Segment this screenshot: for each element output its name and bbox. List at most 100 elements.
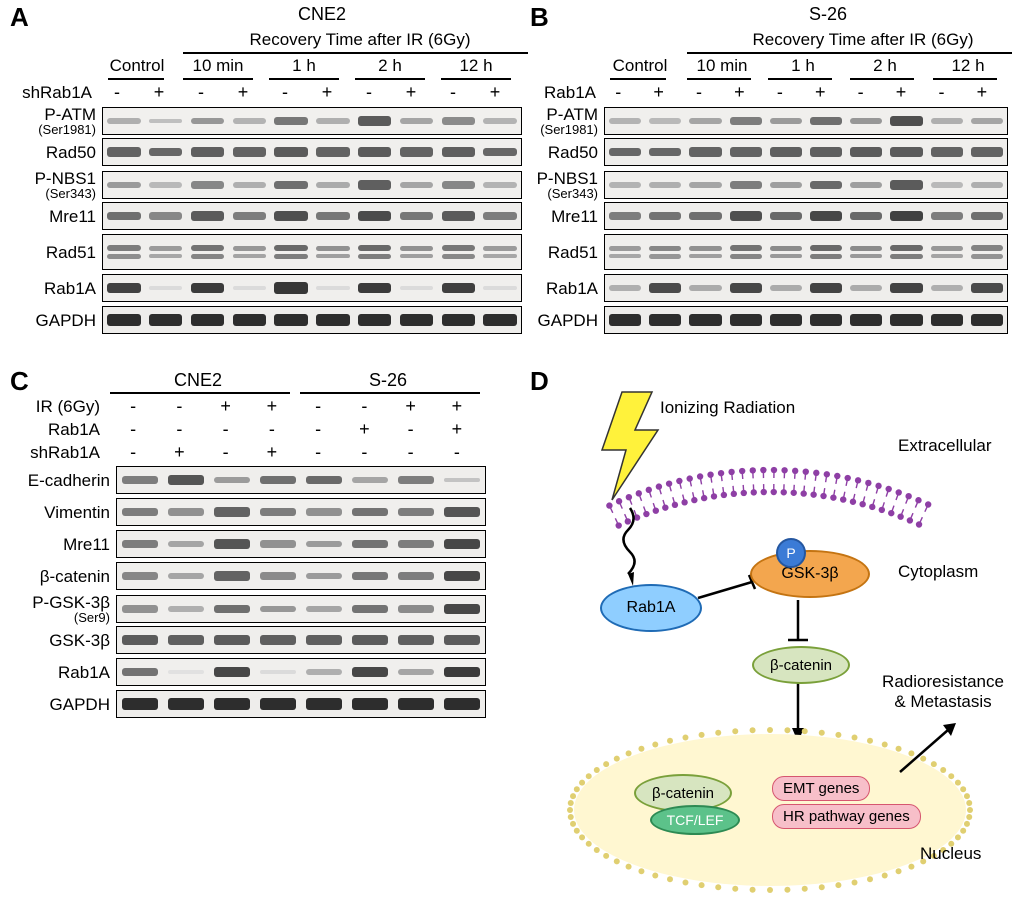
extracellular-label: Extracellular — [898, 436, 992, 456]
blot-row: P-GSK-3β(Ser9) — [10, 594, 486, 624]
blot-strip — [604, 138, 1008, 166]
plus-minus-cell: - — [110, 419, 156, 440]
band — [214, 539, 251, 549]
blot-strip — [604, 171, 1008, 199]
blot-lane — [312, 314, 354, 326]
protein-label: GAPDH — [10, 312, 102, 329]
band — [191, 118, 224, 125]
band — [214, 507, 251, 516]
blot-lane — [354, 180, 396, 189]
blot-lane — [396, 314, 438, 326]
blot-strip — [116, 595, 486, 623]
band — [306, 669, 343, 675]
blot-lane — [766, 212, 806, 221]
blot-lane — [437, 314, 479, 326]
band — [122, 572, 159, 580]
blot-lane — [437, 117, 479, 124]
plus-minus-row: -+-+-+-+-+ — [96, 82, 516, 103]
band — [850, 182, 882, 188]
band — [609, 182, 641, 188]
blot-lane — [726, 245, 766, 259]
blot-lane — [645, 118, 685, 123]
blot-lane — [685, 147, 725, 156]
blot-lane — [228, 286, 270, 290]
blot-strip — [604, 306, 1008, 334]
band — [122, 668, 159, 676]
plus-minus-cell: - — [598, 82, 638, 103]
blot-lane — [117, 540, 163, 548]
bcatenin-cytoplasm-node: β-catenin — [752, 646, 850, 684]
band — [358, 211, 391, 221]
band — [214, 635, 251, 644]
blot-lane — [439, 571, 485, 581]
blot-lane — [439, 698, 485, 710]
blot-row: Rab1A — [512, 274, 1008, 302]
band — [274, 181, 307, 190]
blot-lane — [396, 212, 438, 220]
blot-lane — [312, 246, 354, 259]
band — [122, 635, 159, 644]
band — [890, 283, 922, 294]
band — [890, 116, 922, 126]
timepoint-header: 2 h — [850, 56, 920, 76]
band — [352, 667, 389, 677]
protein-label: Rad50 — [512, 144, 604, 161]
blot-lane — [270, 211, 312, 221]
plus-minus-cell: - — [96, 82, 138, 103]
metastasis-text: & Metastasis — [894, 692, 991, 711]
band — [442, 147, 475, 156]
emt-genes-box: EMT genes — [772, 776, 870, 801]
band — [274, 254, 307, 260]
blot-lane — [806, 211, 846, 221]
plus-minus-row: -+-+---- — [110, 442, 480, 463]
band — [191, 181, 224, 189]
blot-strip — [102, 306, 522, 334]
band — [358, 254, 391, 260]
band — [191, 147, 224, 156]
cell-line-underline — [110, 392, 290, 394]
band — [260, 476, 297, 485]
plus-minus-cell: - — [760, 82, 800, 103]
band — [233, 246, 266, 251]
blot-lane — [145, 148, 187, 157]
timepoint-underline — [610, 78, 666, 80]
blot-lane — [187, 283, 229, 294]
band — [442, 245, 475, 250]
band — [400, 254, 433, 259]
plus-minus-cell: + — [800, 82, 840, 103]
blot-lane — [806, 314, 846, 326]
blot-lane — [163, 698, 209, 710]
blot-lane — [439, 604, 485, 614]
blot-lane — [117, 508, 163, 516]
timepoint-underline — [269, 78, 339, 80]
band — [191, 245, 224, 250]
blot-lane — [209, 539, 255, 549]
band — [400, 286, 433, 290]
band — [233, 147, 266, 156]
band — [730, 283, 762, 293]
blot-lane — [270, 117, 312, 125]
band — [931, 147, 963, 156]
blot-lane — [347, 477, 393, 483]
blot-lane — [187, 314, 229, 326]
blot-lane — [393, 572, 439, 580]
blot-lane — [396, 147, 438, 156]
blot-lane — [806, 147, 846, 156]
band — [689, 118, 721, 124]
band — [649, 148, 681, 157]
plus-minus-cell: + — [962, 82, 1002, 103]
blot-lane — [605, 314, 645, 326]
band — [400, 246, 433, 251]
band — [149, 254, 182, 259]
plus-minus-cell: - — [156, 419, 202, 440]
band — [316, 246, 349, 251]
plus-minus-cell: + — [434, 419, 480, 440]
blot-lane — [312, 212, 354, 220]
blot-lane — [255, 572, 301, 579]
blot-lane — [103, 118, 145, 124]
figure-root: A B C D — [0, 0, 1020, 907]
band — [442, 181, 475, 189]
band — [107, 182, 140, 189]
hr-genes-box: HR pathway genes — [772, 804, 921, 829]
recovery-underline — [183, 52, 528, 54]
